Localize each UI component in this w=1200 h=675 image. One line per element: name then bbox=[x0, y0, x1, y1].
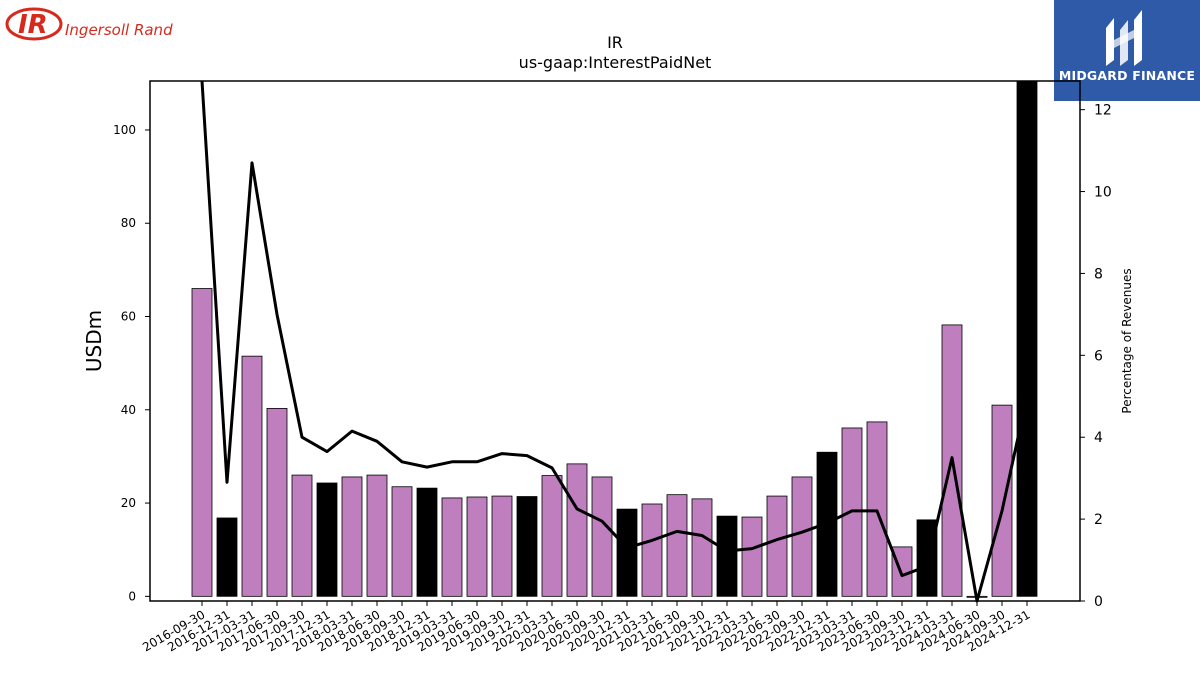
chart-title: IR bbox=[607, 33, 623, 52]
bar-2024-09-30 bbox=[991, 404, 1013, 597]
bar-2017-06-30 bbox=[266, 407, 288, 597]
ingersoll-rand-wordmark: Ingersoll Rand bbox=[65, 21, 173, 39]
y-right-tick-label: 4 bbox=[1094, 430, 1103, 446]
y-right-tick-label: 10 bbox=[1094, 185, 1112, 201]
y-right-tick-label: 2 bbox=[1094, 512, 1103, 528]
revenue-percentage-line bbox=[200, 80, 1029, 603]
plot-frame bbox=[149, 80, 1081, 602]
bar-2020-12-31 bbox=[616, 508, 638, 597]
ingersoll-rand-logo: IR Ingersoll Rand bbox=[4, 4, 184, 44]
y-right-tick-label: 0 bbox=[1094, 594, 1103, 610]
bar-2017-03-31 bbox=[241, 355, 263, 597]
y-right-tick-label: 6 bbox=[1094, 348, 1103, 364]
midgard-finance-logo: MIDGARD FINANCE bbox=[1054, 0, 1200, 101]
bar-2016-12-31 bbox=[216, 517, 238, 597]
bar-2021-12-31 bbox=[716, 515, 738, 597]
y-right-tick-label: 8 bbox=[1094, 266, 1103, 282]
bar-2018-06-30 bbox=[366, 474, 388, 597]
bar-2019-09-30 bbox=[491, 495, 513, 597]
y-tick-label: 20 bbox=[121, 496, 136, 510]
bar-2021-09-30 bbox=[691, 498, 713, 597]
bar-2020-09-30 bbox=[591, 476, 613, 597]
bar-2023-06-30 bbox=[866, 421, 888, 597]
bar-2019-03-31 bbox=[441, 497, 463, 597]
bar-2017-12-31 bbox=[316, 482, 338, 597]
bar-2022-06-30 bbox=[766, 495, 788, 597]
bar-2018-09-30 bbox=[391, 486, 413, 597]
y-right-tick-label: 12 bbox=[1094, 103, 1112, 119]
bar-2019-06-30 bbox=[466, 496, 488, 597]
bar-2020-03-31 bbox=[541, 475, 563, 597]
y-axis-right-label: Percentage of Revenues bbox=[1120, 268, 1134, 413]
chart-subtitle: us-gaap:InterestPaidNet bbox=[519, 53, 712, 72]
y-axis-label: USDm bbox=[82, 310, 106, 372]
bar-2017-09-30 bbox=[291, 474, 313, 597]
midgard-wordmark: MIDGARD FINANCE bbox=[1058, 68, 1196, 83]
y-tick-label: 0 bbox=[128, 589, 136, 603]
bar-2016-09-30 bbox=[191, 288, 213, 597]
bar-2020-06-30 bbox=[566, 463, 588, 597]
bar-2018-03-31 bbox=[341, 476, 363, 597]
bar-2022-09-30 bbox=[791, 476, 813, 597]
bar-2024-12-31 bbox=[1016, 80, 1038, 597]
y-tick-label: 40 bbox=[121, 403, 136, 417]
y-tick-label: 100 bbox=[113, 123, 136, 137]
y-tick-label: 60 bbox=[121, 310, 136, 324]
ingersoll-rand-mark: IR bbox=[18, 10, 48, 40]
midgard-icon bbox=[1106, 10, 1142, 66]
bar-2022-03-31 bbox=[741, 516, 763, 597]
bar-2021-03-31 bbox=[641, 503, 663, 597]
y-tick-label: 80 bbox=[121, 216, 136, 230]
bar-2019-12-31 bbox=[516, 496, 538, 597]
bar-2021-06-30 bbox=[666, 494, 688, 597]
bar-2018-12-31 bbox=[416, 487, 438, 597]
